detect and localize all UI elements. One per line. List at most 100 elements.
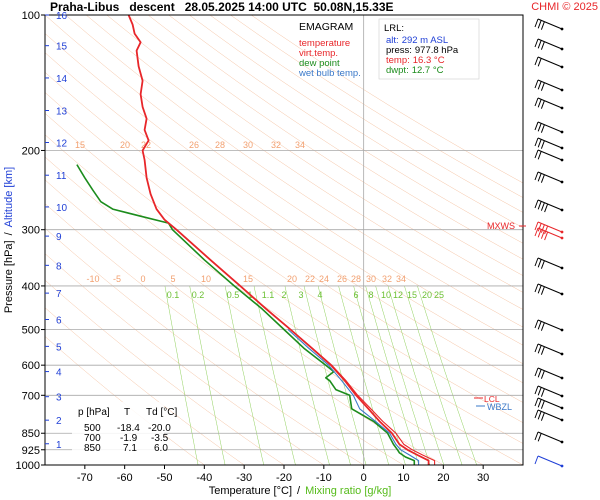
wbzl-marker: WBZL — [487, 402, 512, 412]
wind-barb-flag — [534, 343, 539, 353]
wind-barb-flag — [534, 199, 539, 209]
wind-barb-shaft — [537, 367, 563, 379]
y-axis-label: Pressure [hPa] — [3, 240, 15, 313]
dry-adiabat — [168, 15, 523, 244]
wind-barb-flag — [534, 409, 539, 419]
table-header-td: Td [°C] — [146, 407, 177, 418]
altitude-tick-label: 2 — [56, 416, 62, 427]
x-axis-label: Temperature [°C] — [209, 485, 292, 497]
altitude-tick-label: 8 — [56, 261, 62, 272]
wind-barb-shaft — [537, 97, 563, 109]
wind-barb-flag — [540, 100, 545, 109]
wind-barb-flag — [534, 385, 539, 395]
adiabat-label-top: 28 — [215, 140, 225, 150]
wind-barb-flag — [534, 431, 539, 441]
wind-barb-dot — [560, 394, 564, 398]
wind-barb-dot — [560, 418, 564, 422]
table-row-3-td: 6.0 — [154, 443, 168, 454]
altitude-tick-label: 14 — [56, 74, 68, 85]
altitude-tick-label: 11 — [56, 171, 67, 182]
adiabat-label-mid: 32 — [382, 274, 392, 284]
table-header-t: T — [124, 407, 130, 418]
wind-barb-flag — [540, 346, 545, 355]
mixing-ratio-label: 8 — [368, 290, 373, 300]
wind-barb-flag — [537, 99, 542, 108]
y-axis-label-2: Altitude [km] — [3, 167, 15, 228]
adiabat-label-top: 32 — [271, 140, 281, 150]
adiabat-label-top: 20 — [120, 140, 130, 150]
lrl-title: LRL: — [384, 23, 404, 34]
lrl-temp: temp: 16.3 °C — [386, 55, 445, 66]
lcl-marker: LCL — [484, 394, 500, 404]
legend-dew-point: dew point — [299, 58, 340, 69]
wind-barb-flag — [534, 18, 539, 28]
wind-barb-flag — [534, 97, 539, 107]
wind-barb-flag — [540, 230, 545, 239]
wind-barb-flag — [540, 124, 545, 133]
adiabat-label-mid: 22 — [305, 274, 315, 284]
pressure-tick-label: 200 — [22, 145, 40, 157]
wind-barb-flag — [534, 79, 539, 89]
wind-barb-dot — [560, 88, 564, 92]
x-axis-label-2: Mixing ratio [g/kg] — [305, 485, 391, 497]
wind-barb-flag — [534, 397, 539, 407]
dry-adiabat — [65, 15, 523, 328]
wind-barb-flag — [540, 82, 545, 91]
lrl-box: LRL: alt: 292 m ASL press: 977.8 hPa temp:… — [378, 18, 480, 80]
x-axis-separator: / — [297, 485, 301, 497]
mixing-ratio-label: 20 — [422, 290, 432, 300]
pressure-tick-label: 1000 — [16, 460, 40, 472]
x-tick-label: -20 — [276, 472, 292, 484]
wind-barb-flag — [537, 81, 542, 90]
wind-barb-flag — [537, 321, 542, 330]
wind-barb-shaft — [537, 199, 563, 211]
dry-adiabat — [86, 15, 523, 310]
pressure-tick-label: 600 — [22, 360, 40, 372]
x-tick-label: -30 — [236, 472, 252, 484]
summary-table: p [hPa] T Td [°C] 500 -18.4 -20.0 700 -1… — [72, 402, 177, 454]
altitude-tick-label: 5 — [56, 342, 62, 353]
wind-barb-shaft — [537, 38, 563, 50]
altitude-tick-label: 7 — [56, 289, 62, 300]
wind-barb-flag — [534, 38, 539, 48]
wind-barb-flag — [534, 367, 539, 377]
mixing-ratio-label: 12 — [393, 290, 403, 300]
wind-barb-flag — [544, 225, 549, 235]
wind-barb-dot — [560, 106, 564, 110]
wind-barb-dot — [560, 130, 564, 134]
wet-bulb-line — [287, 329, 420, 465]
pressure-tick-label: 500 — [22, 325, 40, 337]
wind-barb-flag — [534, 137, 539, 147]
adiabat-label-mid: -5 — [113, 274, 121, 284]
pressure-axis-ticks: 100 200 300 400 500 600 700 850 925 1000 — [16, 10, 45, 472]
lrl-box-frame — [378, 18, 480, 80]
dry-adiabat — [45, 33, 523, 365]
y-axis-title: Pressure [hPa] / Altitude [km] — [3, 167, 15, 313]
wind-barb-flag — [534, 455, 539, 465]
wind-barb-shaft — [537, 431, 563, 443]
x-axis-ticks: -70 -60 -50 -40 -30 -20 -10 0 10 20 30 — [77, 465, 489, 484]
wind-barb-shaft — [537, 257, 563, 269]
wind-barb-flag — [537, 229, 542, 238]
wind-barb-flag — [534, 319, 539, 329]
x-tick-label: -10 — [316, 472, 332, 484]
wind-barb-flag — [537, 173, 542, 182]
wind-barb-flag — [537, 201, 542, 210]
table-row-3-t: 7.1 — [123, 443, 137, 454]
diagram-name: EMAGRAM — [299, 21, 353, 33]
table-row-2-td: -3.5 — [151, 433, 169, 444]
summary-table-background — [72, 402, 164, 454]
altitude-tick-label: 15 — [56, 42, 68, 53]
dry-adiabat — [45, 92, 523, 423]
wind-barb-flag — [540, 260, 545, 269]
wind-barb-dot — [560, 440, 564, 444]
altitude-tick-label: 12 — [56, 138, 68, 149]
wind-barb-flag — [534, 171, 539, 181]
wind-barb-shaft — [537, 227, 563, 239]
altitude-tick-label: 13 — [56, 106, 68, 117]
wind-barb-flag — [537, 387, 542, 396]
wind-barb-flag — [537, 411, 542, 420]
wind-barb-dot — [560, 292, 564, 296]
pressure-tick-label: 925 — [22, 445, 40, 457]
wind-barb-flag — [537, 223, 542, 232]
